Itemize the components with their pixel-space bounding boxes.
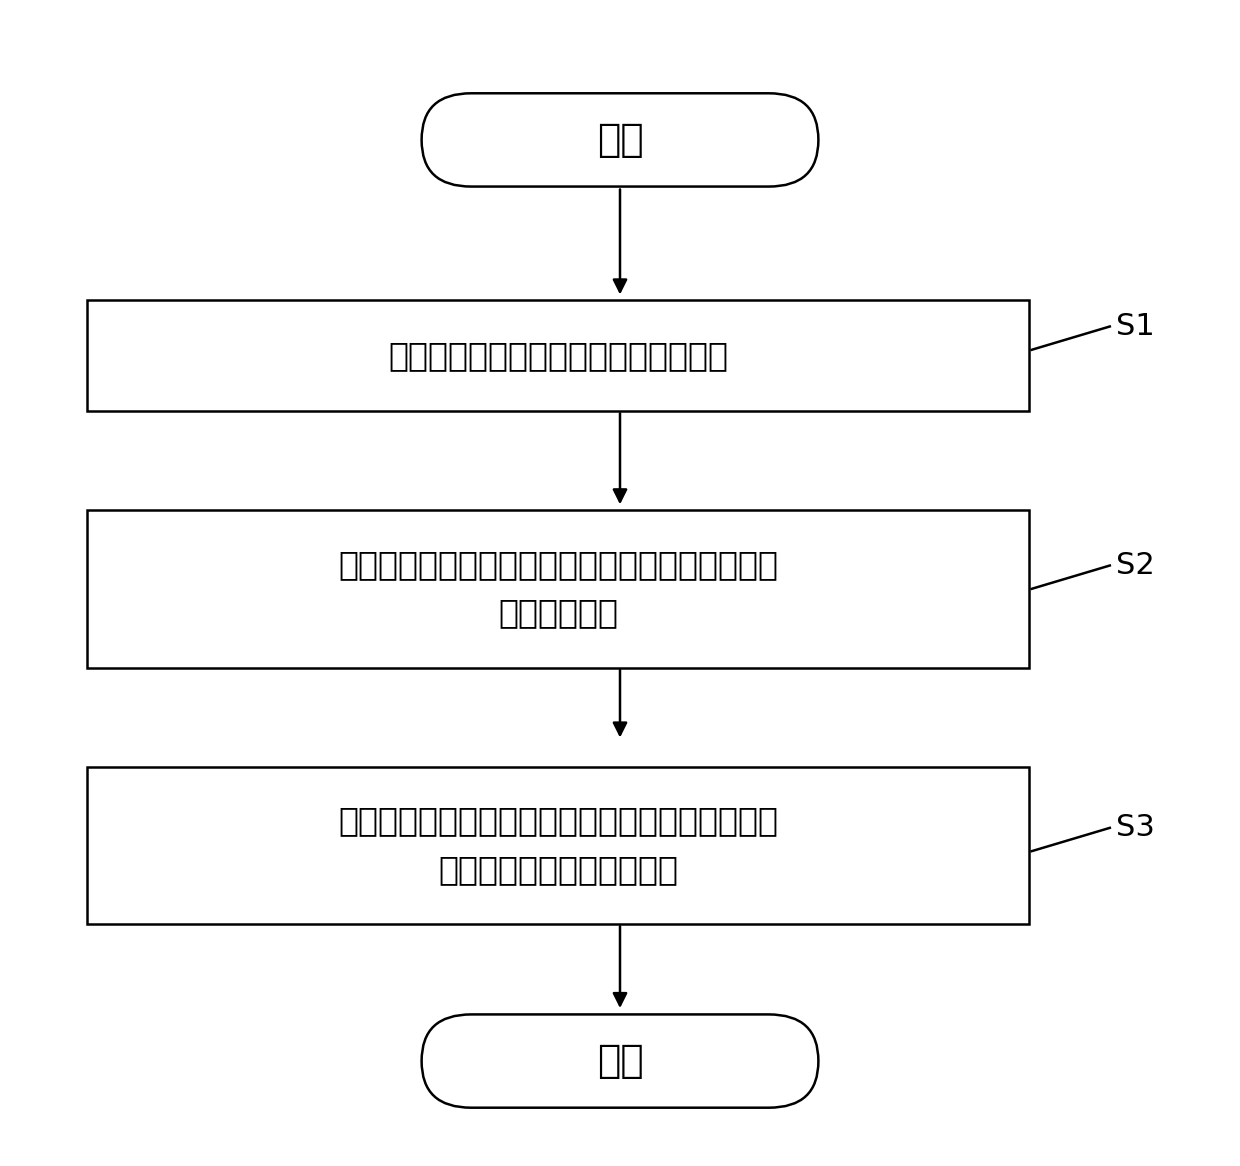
Text: 结束: 结束 bbox=[596, 1042, 644, 1080]
Text: S2: S2 bbox=[1116, 552, 1154, 580]
FancyBboxPatch shape bbox=[422, 1014, 818, 1108]
Bar bbox=[87, 767, 1029, 923]
Text: 测量待计算铁路工程土方的中桩横断面: 测量待计算铁路工程土方的中桩横断面 bbox=[388, 339, 728, 372]
Text: S3: S3 bbox=[1116, 814, 1154, 842]
FancyBboxPatch shape bbox=[422, 93, 818, 187]
Bar bbox=[87, 301, 1029, 412]
Text: 开始: 开始 bbox=[596, 121, 644, 159]
Bar bbox=[87, 511, 1029, 667]
Text: S1: S1 bbox=[1116, 312, 1154, 340]
Text: 采用积距法或坐标法计算中桩横断面的两个相邻桩
号横断面面积: 采用积距法或坐标法计算中桩横断面的两个相邻桩 号横断面面积 bbox=[339, 548, 777, 630]
Text: 根据两个相邻桩号横断面面积，采用平均断面法或
棱台法计算铁路工程土方量: 根据两个相邻桩号横断面面积，采用平均断面法或 棱台法计算铁路工程土方量 bbox=[339, 805, 777, 886]
